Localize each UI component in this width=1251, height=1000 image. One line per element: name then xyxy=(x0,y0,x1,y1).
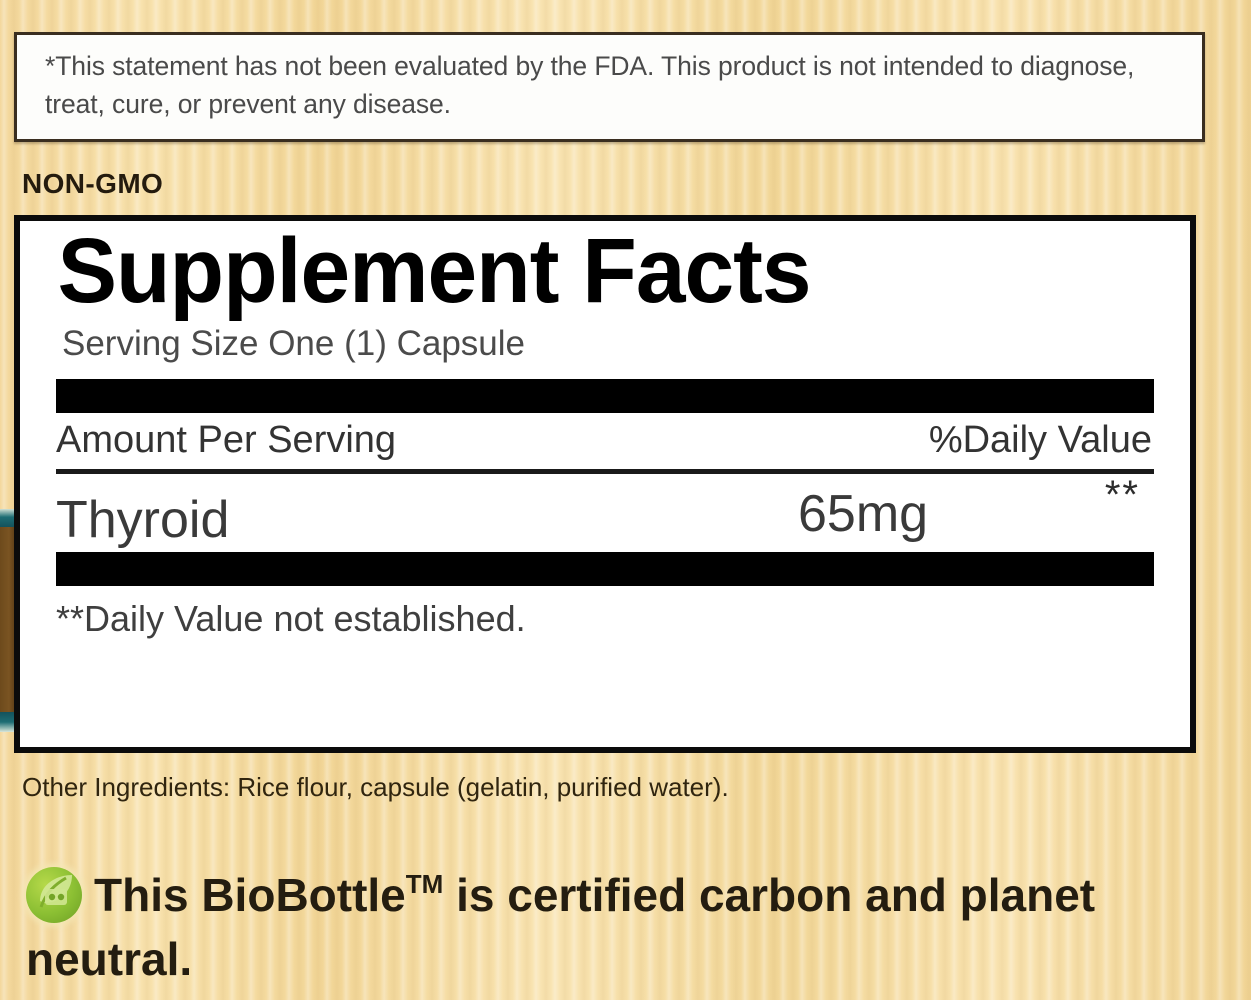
nutrient-amount: 65mg xyxy=(798,485,929,543)
edge-accent-brown xyxy=(0,527,15,712)
serving-size-text: Serving Size One (1) Capsule xyxy=(62,324,525,363)
biobottle-lead-text: This BioBottle xyxy=(94,869,406,921)
nutrient-name: Thyroid xyxy=(56,491,230,549)
nutrient-daily-value: ** xyxy=(1104,473,1140,517)
table-bottom-bar xyxy=(56,552,1154,586)
table-row: Thyroid 65mg ** xyxy=(56,474,1154,552)
daily-value-footnote: **Daily Value not established. xyxy=(56,598,526,639)
supplement-facts-inner: Supplement Facts Serving Size One (1) Ca… xyxy=(20,221,1190,747)
other-ingredients-text: Other Ingredients: Rice flour, capsule (… xyxy=(22,772,729,802)
edge-accent-teal-top xyxy=(0,509,15,527)
biobottle-rest-text: is certified carbon and planet neutral. xyxy=(26,869,1096,985)
fda-disclaimer-box: *This statement has not been evaluated b… xyxy=(14,32,1205,142)
supplement-facts-title: Supplement Facts xyxy=(57,220,811,322)
trademark-symbol: TM xyxy=(405,869,444,899)
table-top-bar xyxy=(56,379,1154,413)
biobottle-leaf-badge-icon xyxy=(26,867,82,923)
column-header-amount-per-serving: Amount Per Serving xyxy=(56,419,397,461)
table-header-row: Amount Per Serving %Daily Value xyxy=(56,413,1154,469)
edge-accent-teal-bottom xyxy=(0,712,15,732)
supplement-facts-panel: Supplement Facts Serving Size One (1) Ca… xyxy=(14,215,1196,753)
column-header-daily-value: %Daily Value xyxy=(928,419,1152,461)
biobottle-statement: This BioBottleTM is certified carbon and… xyxy=(26,852,1216,991)
table-header-rule xyxy=(56,469,1154,474)
fda-disclaimer-text: *This statement has not been evaluated b… xyxy=(45,51,1135,119)
non-gmo-badge: NON-GMO xyxy=(22,168,164,199)
